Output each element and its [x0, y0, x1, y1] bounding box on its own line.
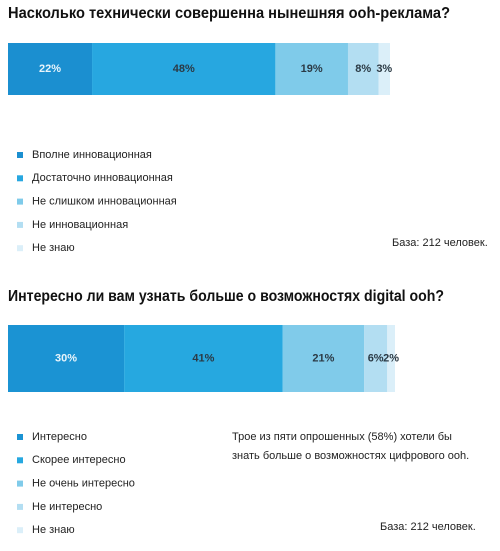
legend-swatch	[17, 527, 23, 534]
bar-segment	[347, 43, 379, 95]
bar-segment	[8, 43, 93, 95]
value-label: 41%	[192, 352, 214, 364]
bar-segment	[282, 325, 365, 392]
legend-label: Не знаю	[32, 242, 75, 254]
bar-segment	[378, 43, 390, 95]
value-label: 22%	[39, 63, 61, 75]
legend-swatch	[17, 457, 23, 464]
legend-label: Вполне инновационная	[32, 149, 152, 161]
bar-segment	[8, 325, 125, 392]
value-label: 48%	[173, 63, 195, 75]
value-label: 8%	[355, 63, 371, 75]
legend-swatch	[17, 245, 23, 252]
legend-label: Не знаю	[32, 524, 75, 536]
legend-label: Не очень интересно	[32, 478, 135, 490]
legend-label: Не инновационная	[32, 219, 128, 231]
bar-segment	[275, 43, 348, 95]
value-label: 21%	[312, 352, 334, 364]
value-label: 3%	[376, 63, 392, 75]
base-note: База: 212 человек.	[380, 521, 476, 533]
legend-label: Скорее интересно	[32, 454, 126, 466]
bar-segment	[364, 325, 388, 392]
bar-segment	[92, 43, 276, 95]
value-label: 6%	[368, 352, 384, 364]
legend-label: Интересно	[32, 431, 87, 443]
legend-swatch	[17, 503, 23, 510]
chart-title: Насколько технически совершенна нынешняя…	[8, 5, 450, 22]
value-label: 30%	[55, 352, 77, 364]
value-label: 19%	[301, 63, 323, 75]
legend-swatch	[17, 152, 23, 158]
base-note: База: 212 человек.	[392, 237, 488, 249]
legend-label: Достаточно инновационная	[32, 172, 173, 184]
chart-title: Интересно ли вам узнать больше о возможн…	[8, 288, 444, 305]
legend-swatch	[17, 198, 23, 205]
bar-segment	[124, 325, 283, 392]
legend-swatch	[17, 221, 23, 228]
legend-label: Не слишком инновационная	[32, 196, 177, 208]
legend-label: Не интересно	[32, 501, 102, 513]
legend-swatch	[17, 480, 23, 487]
annotation: Трое из пяти опрошенных (58%) хотели бы …	[232, 431, 470, 462]
legend-swatch	[17, 175, 23, 182]
value-label: 2%	[383, 352, 399, 364]
bar-segment	[387, 325, 395, 392]
legend-swatch	[17, 434, 23, 440]
